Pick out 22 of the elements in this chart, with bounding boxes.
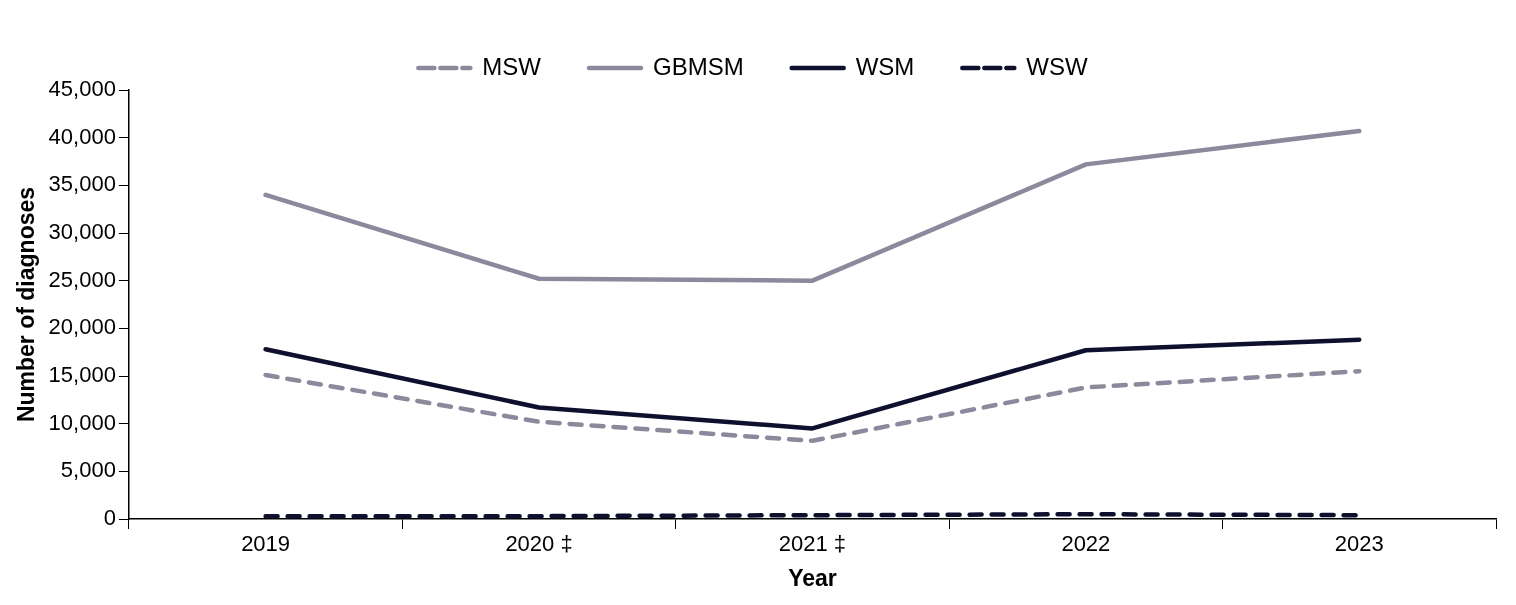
y-tick-label: 5,000 [60, 457, 116, 483]
y-tick-label: 30,000 [48, 219, 116, 245]
legend-label: GBMSM [653, 52, 744, 80]
y-tick-label: 10,000 [48, 409, 116, 435]
y-tick-label: 45,000 [48, 76, 116, 102]
x-tick-label: 2021 ‡ [778, 531, 847, 557]
x-tick-label: 2020 ‡ [505, 531, 573, 557]
x-axis-title: Year [788, 564, 837, 591]
line-series [263, 368, 1362, 444]
y-axis-title: Number of diagnoses [13, 186, 40, 423]
y-tick-label: 25,000 [48, 266, 116, 292]
y-tick-label: 20,000 [48, 314, 116, 340]
legend-label: MSW [482, 52, 542, 80]
legend-label: WSM [855, 52, 915, 80]
y-tick-label: 40,000 [48, 123, 116, 149]
x-tick-label: 2023 [1334, 531, 1384, 557]
legend-label: WSW [1026, 52, 1088, 80]
y-tick-label: 15,000 [48, 362, 116, 388]
y-tick-label: 0 [103, 505, 116, 531]
x-tick-label: 2019 [241, 531, 291, 557]
x-tick-label: 2022 [1061, 531, 1111, 557]
y-tick-label: 35,000 [48, 171, 116, 197]
